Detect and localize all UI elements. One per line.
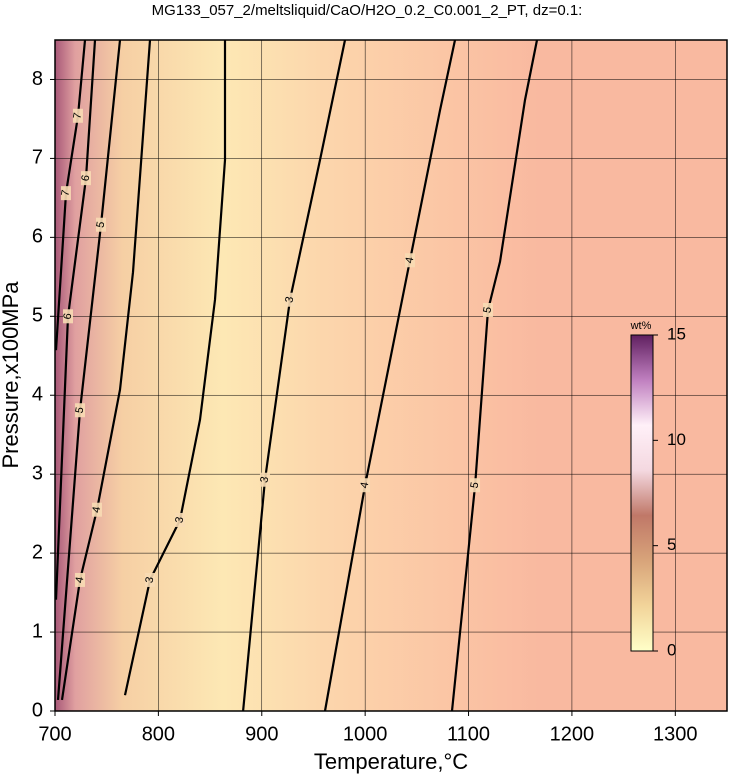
contour-label: 7 <box>59 189 72 197</box>
contour-label: 5 <box>94 221 107 229</box>
contour-label: 3 <box>283 296 296 304</box>
colorbar-tick-label: 0 <box>667 640 676 659</box>
y-tick-label: 4 <box>32 384 43 406</box>
contour-label: 6 <box>79 174 92 182</box>
y-axis-label: Pressure,x100MPa <box>0 281 23 469</box>
contour-label-bg <box>470 478 481 493</box>
plot-frame <box>54 39 728 712</box>
contour-label-bg <box>405 253 416 268</box>
contour-label: 3 <box>143 576 156 584</box>
x-tick-label: 900 <box>245 723 278 745</box>
contour-line <box>54 39 97 600</box>
contour-label-bg <box>72 108 83 123</box>
contour-label-bg <box>63 309 74 324</box>
contour-label-bg <box>75 403 86 418</box>
x-tick-label: 1100 <box>447 723 490 745</box>
contour-label-bg <box>60 186 71 201</box>
contour-label-bg <box>360 478 371 493</box>
y-tick-label: 6 <box>32 226 43 248</box>
y-tick-label: 1 <box>32 620 43 642</box>
contour-label-bg <box>174 512 185 527</box>
contour-label-bg <box>259 472 270 487</box>
x-tick-label: 1300 <box>653 723 698 745</box>
x-tick-label: 800 <box>142 723 175 745</box>
colorbar-tick-label: 5 <box>667 535 676 554</box>
y-tick-label: 3 <box>32 462 43 484</box>
y-tick-label: 8 <box>32 68 43 90</box>
contour-label: 3 <box>173 516 186 524</box>
x-tick-label: 700 <box>38 723 71 745</box>
y-tick-label: 2 <box>32 541 43 563</box>
contour-label: 6 <box>61 312 74 320</box>
contour-label-bg <box>145 572 156 587</box>
contour-label-bg <box>96 217 107 232</box>
y-tick-label: 7 <box>32 147 43 169</box>
x-tick-label: 1200 <box>550 723 595 745</box>
contour-label-bg <box>75 572 86 587</box>
y-tick-label: 0 <box>32 699 43 721</box>
contour-label-bg <box>81 171 92 186</box>
contour-line <box>60 39 152 701</box>
contour-label-bg <box>482 302 493 317</box>
contour-label: 4 <box>90 506 103 514</box>
contour-label: 7 <box>71 112 84 120</box>
contour-line <box>450 39 539 712</box>
x-axis-label: Temperature,°C <box>314 749 468 774</box>
colorbar-tick-label: 15 <box>667 324 686 343</box>
contour-label: 4 <box>73 576 86 584</box>
contour-label: 5 <box>469 481 482 489</box>
contour-label: 3 <box>258 476 271 484</box>
x-tick-label: 1000 <box>343 723 388 745</box>
contour-field <box>55 40 727 711</box>
contour-label-bg <box>91 502 102 517</box>
contour-line <box>54 39 87 351</box>
colorbar <box>630 334 654 652</box>
contour-label: 5 <box>481 306 494 314</box>
chart-title: MG133_057_2/meltsliquid/CaO/H2O_0.2_C0.0… <box>152 2 583 19</box>
colorbar-tick-label: 10 <box>667 430 686 449</box>
contour-label-bg <box>284 292 295 307</box>
colorbar-label: wt% <box>630 320 652 332</box>
y-tick-label: 5 <box>32 305 43 327</box>
contour-label: 4 <box>359 481 372 489</box>
contour-label: 5 <box>73 406 86 414</box>
contour-label: 4 <box>403 256 416 264</box>
contour-line <box>56 39 122 700</box>
